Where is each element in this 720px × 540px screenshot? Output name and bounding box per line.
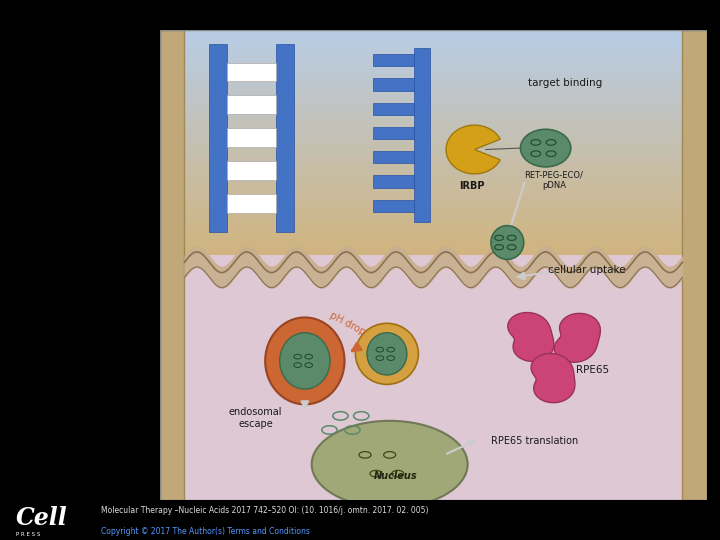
Text: IRBP: IRBP — [459, 181, 485, 192]
Ellipse shape — [521, 129, 571, 167]
Text: cellular uptake: cellular uptake — [548, 265, 626, 275]
Bar — [373, 54, 414, 66]
Bar — [160, 131, 707, 138]
Ellipse shape — [265, 318, 344, 404]
Bar — [160, 150, 707, 157]
Bar — [160, 99, 707, 106]
Text: Cell: Cell — [16, 505, 68, 530]
Bar — [160, 220, 707, 226]
Text: Molecular Therapy –Nucleic Acids 2017 742–520 OI: (10. 1016/j. omtn. 2017. 02. 0: Molecular Therapy –Nucleic Acids 2017 74… — [101, 505, 428, 515]
Bar — [160, 30, 184, 500]
Bar — [160, 258, 707, 265]
Bar — [160, 277, 707, 284]
Bar — [160, 182, 707, 188]
Bar — [160, 74, 707, 80]
Bar — [160, 62, 707, 68]
Bar — [160, 214, 707, 220]
Bar — [160, 68, 707, 74]
Bar — [160, 87, 707, 93]
Bar — [160, 252, 707, 258]
Text: RET-PEG-ECO/
pDNA: RET-PEG-ECO/ pDNA — [524, 171, 583, 190]
Bar — [160, 271, 707, 277]
Ellipse shape — [312, 421, 468, 508]
Bar — [160, 194, 707, 201]
Bar — [160, 93, 707, 99]
Bar — [276, 44, 294, 232]
Bar — [160, 169, 707, 176]
Bar — [160, 157, 707, 163]
Bar — [227, 194, 276, 213]
Ellipse shape — [367, 333, 407, 375]
Text: target binding: target binding — [528, 78, 602, 88]
Bar — [160, 42, 707, 49]
Bar — [160, 125, 707, 131]
Bar — [160, 112, 707, 118]
Bar — [160, 163, 707, 169]
Bar — [160, 30, 707, 36]
Bar — [160, 226, 707, 233]
Bar — [160, 255, 707, 500]
Bar — [160, 80, 707, 87]
Bar — [209, 44, 227, 232]
Bar — [373, 176, 414, 188]
Bar — [683, 30, 707, 500]
Bar — [160, 106, 707, 112]
Bar — [160, 36, 707, 42]
Bar — [160, 49, 707, 55]
Bar — [373, 103, 414, 115]
Bar — [160, 138, 707, 144]
Bar — [373, 78, 414, 91]
Bar — [160, 207, 707, 214]
Text: RPE65 translation: RPE65 translation — [491, 436, 578, 446]
Bar — [227, 129, 276, 147]
Text: pH drop: pH drop — [328, 310, 366, 337]
Text: P R E S S: P R E S S — [16, 532, 40, 537]
Bar — [160, 201, 707, 207]
Bar — [414, 49, 430, 222]
Text: Copyright © 2017 The Author(s) Terms and Conditions: Copyright © 2017 The Author(s) Terms and… — [101, 527, 310, 536]
Bar — [227, 96, 276, 114]
Bar — [160, 233, 707, 239]
Polygon shape — [554, 313, 600, 362]
Text: RPE65: RPE65 — [575, 364, 608, 375]
Bar — [227, 63, 276, 82]
Bar — [160, 118, 707, 125]
Bar — [373, 151, 414, 164]
Bar — [373, 127, 414, 139]
Polygon shape — [508, 313, 554, 361]
Polygon shape — [531, 354, 575, 403]
Text: Nucleus: Nucleus — [374, 471, 417, 481]
Bar — [160, 144, 707, 150]
Ellipse shape — [279, 333, 330, 389]
Wedge shape — [446, 125, 500, 174]
Bar — [160, 176, 707, 182]
Ellipse shape — [356, 323, 418, 384]
Bar — [160, 188, 707, 194]
Bar — [160, 265, 707, 271]
Ellipse shape — [491, 226, 523, 259]
Text: endosomal
escape: endosomal escape — [229, 407, 282, 429]
Bar — [160, 245, 707, 252]
Bar — [373, 200, 414, 212]
Bar — [227, 161, 276, 180]
Bar — [160, 239, 707, 245]
Bar — [160, 55, 707, 62]
